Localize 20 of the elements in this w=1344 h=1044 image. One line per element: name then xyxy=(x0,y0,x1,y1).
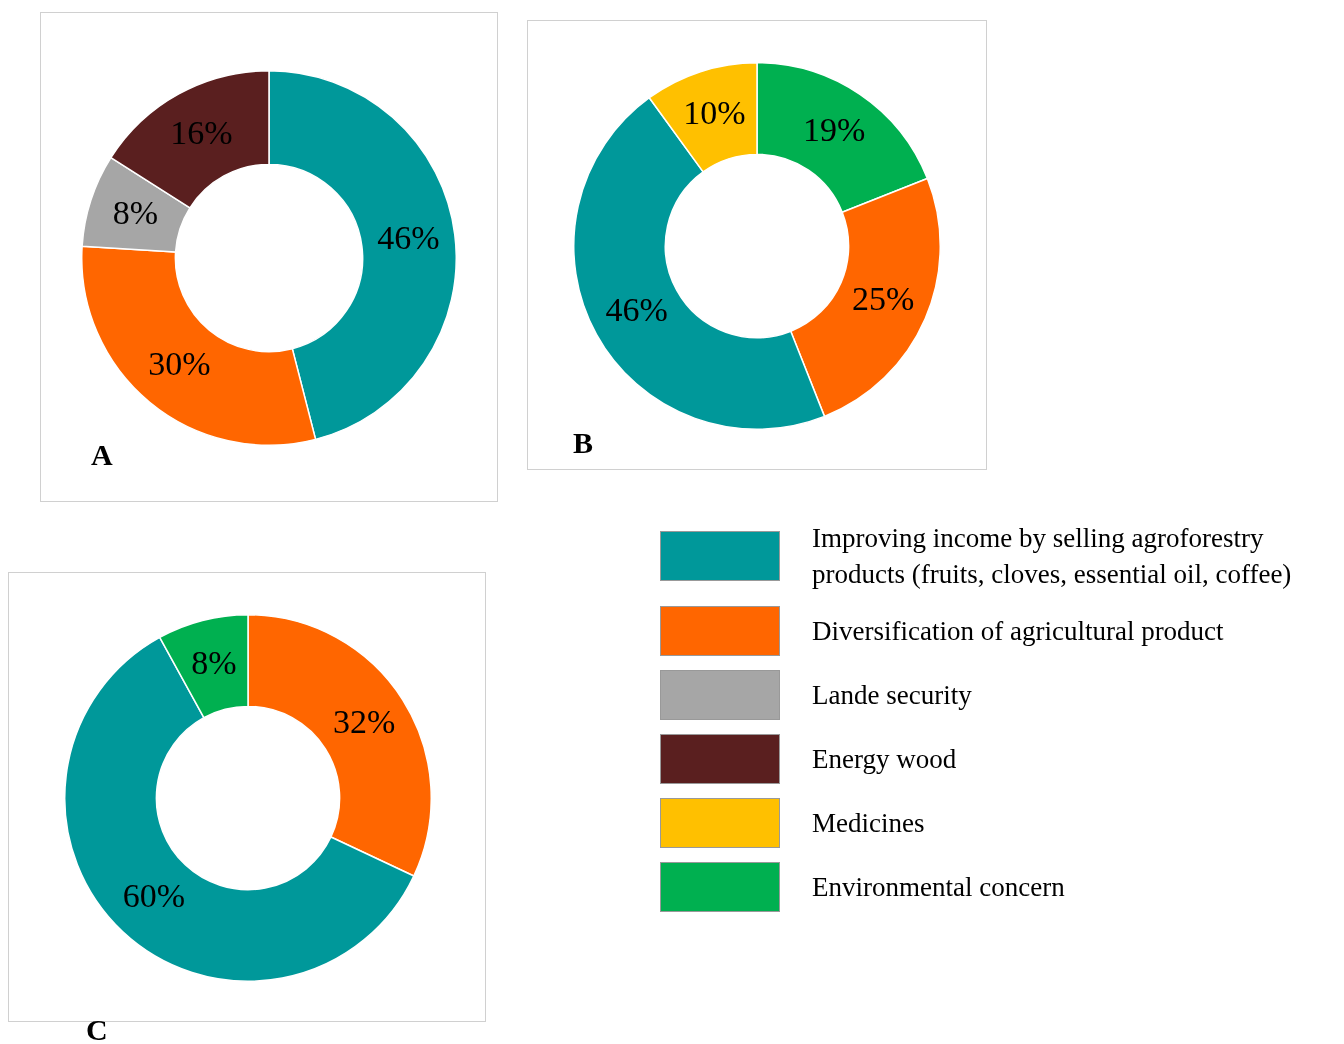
data-label: 32% xyxy=(332,703,396,741)
text: A xyxy=(91,438,113,472)
data-label: 8% xyxy=(112,193,159,231)
data-label: 60% xyxy=(122,877,186,915)
data-label: 8% xyxy=(191,643,237,681)
legend-label: Environmental concern xyxy=(812,871,1065,904)
data-label: 46% xyxy=(605,291,668,329)
data-label: 16% xyxy=(170,113,233,151)
text: C xyxy=(86,1013,108,1044)
data-label: 10% xyxy=(683,94,746,132)
data-label: 19% xyxy=(803,111,866,149)
data-label: 25% xyxy=(851,279,915,317)
data-label: 46% xyxy=(377,219,440,257)
text: B xyxy=(573,426,594,460)
legend-label: Lande security xyxy=(812,679,972,712)
legend-label: Improving income by selling agroforestry products (fruits, cloves, essential oil, coffee) xyxy=(812,522,1293,591)
data-label: 30% xyxy=(148,345,211,383)
legend-label: Energy wood xyxy=(812,743,957,776)
legend-label: Diversification of agricultural product xyxy=(812,615,1224,648)
legend-label: Medicines xyxy=(812,807,925,840)
